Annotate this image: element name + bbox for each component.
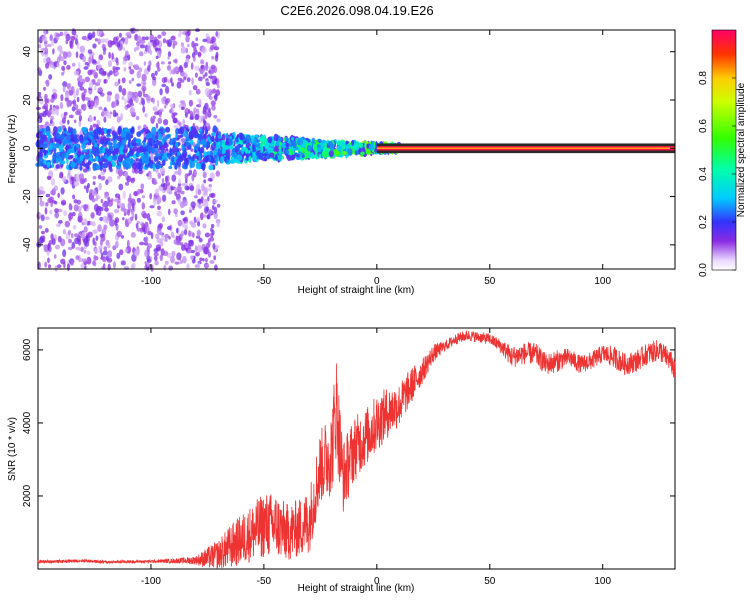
spectrogram-y-tick-label: -20 <box>22 189 33 204</box>
snr-x-label: Height of straight line (km) <box>298 583 415 594</box>
snr-x-ticks: -100 -50 0 50 100 <box>141 328 611 587</box>
snr-panel: -100 -50 0 50 100 2000 4000 6000 Height of str… <box>7 327 676 594</box>
colorbar-gradient <box>712 30 736 270</box>
spectrogram-x-ticks: -100 -50 0 50 100 <box>141 30 611 287</box>
spectrogram-y-tick-label: 40 <box>22 46 33 58</box>
spectrogram-y-tick-label: -40 <box>22 237 33 252</box>
spectrogram-cells <box>35 27 675 272</box>
colorbar-frame <box>711 29 737 271</box>
colorbar-tick-label: 0.0 <box>698 263 709 277</box>
chart-title: C2E6.2026.098.04.19.E26 <box>280 3 433 18</box>
snr-line <box>37 330 676 569</box>
snr-y-tick-label: 6000 <box>22 338 33 361</box>
snr-x-tick-label: -50 <box>257 576 272 587</box>
snr-x-tick-label: 100 <box>594 576 611 587</box>
snr-y-tick-label: 4000 <box>22 411 33 434</box>
spectrogram-x-tick-label: 50 <box>484 276 496 287</box>
spectrogram-x-tick-label: -100 <box>141 276 161 287</box>
spectrogram-region-3 <box>376 143 675 154</box>
spectrogram-panel: -100 -50 0 50 100 -40 -20 0 20 40 Height of stra… <box>7 27 676 296</box>
spectrogram-x-tick-label: -50 <box>257 276 272 287</box>
spectrogram-x-label: Height of straight line (km) <box>298 285 415 296</box>
spectrogram-y-tick-label: 20 <box>22 94 33 106</box>
colorbar-tick-label: 0.4 <box>698 167 709 181</box>
colorbar-tick-label: 0.2 <box>698 215 709 229</box>
snr-x-tick-label: 50 <box>484 576 496 587</box>
snr-x-tick-label: -100 <box>141 576 161 587</box>
snr-series <box>37 330 676 569</box>
snr-y-label: SNR (10 * v/v) <box>7 417 18 481</box>
colorbar-tick-label: 0.8 <box>698 71 709 85</box>
spectrogram-region-1 <box>35 125 221 172</box>
colorbar-ticks: 0.0 0.2 0.4 0.6 0.8 <box>698 71 736 277</box>
colorbar-tick-label: 0.6 <box>698 119 709 133</box>
spectrogram-x-tick-label: 0 <box>374 276 380 287</box>
snr-y-ticks: 2000 4000 6000 <box>22 338 675 507</box>
snr-x-tick-label: 0 <box>374 576 380 587</box>
spectrogram-x-tick-label: 100 <box>594 276 611 287</box>
spectrogram-y-ticks: -40 -20 0 20 40 <box>22 46 675 252</box>
colorbar: 0.0 0.2 0.4 0.6 0.8 Normalized spectral ampl… <box>698 29 747 277</box>
snr-y-tick-label: 2000 <box>22 484 33 507</box>
spectrogram-y-tick-label: 0 <box>22 145 33 151</box>
colorbar-label: Normalized spectral amplitude <box>736 82 747 217</box>
spectrogram-y-label: Frequency (Hz) <box>7 115 18 184</box>
spectrogram-frame <box>37 29 676 270</box>
